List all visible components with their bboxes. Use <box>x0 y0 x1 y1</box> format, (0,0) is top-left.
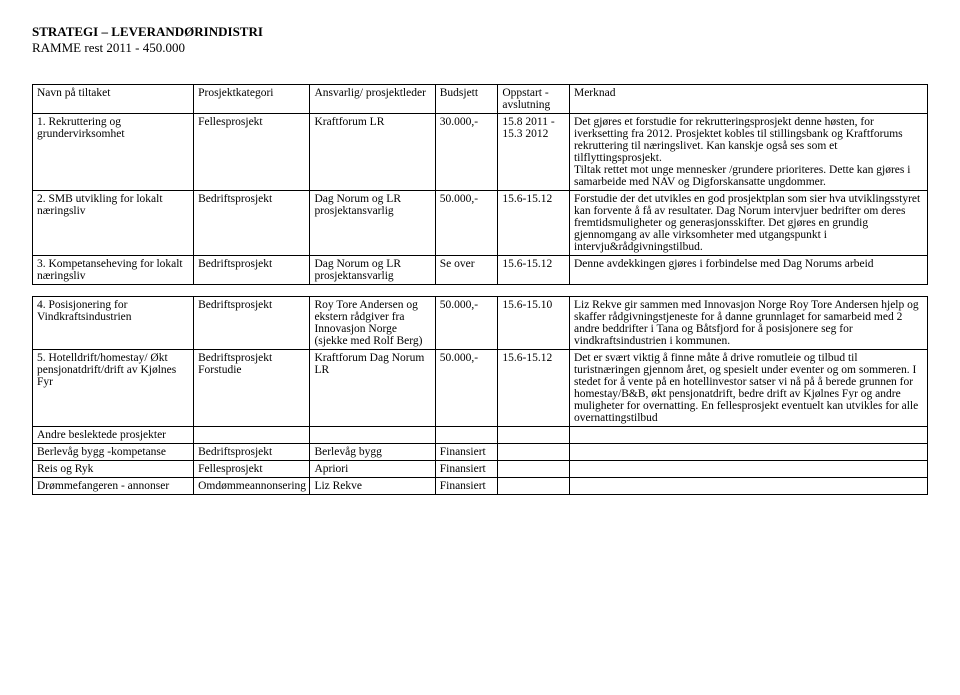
col-header: Ansvarlig/ prosjektleder <box>310 85 435 114</box>
col-header: Navn på tiltaket <box>33 85 194 114</box>
cell <box>569 461 927 478</box>
cell: Liz Rekve gir sammen med Innovasjon Norg… <box>569 297 927 350</box>
cell: Bedriftsprosjekt <box>194 444 310 461</box>
cell: Andre beslektede prosjekter <box>33 427 194 444</box>
cell <box>498 478 570 495</box>
cell: 15.6-15.12 <box>498 256 570 285</box>
page-title: STRATEGI – LEVERANDØRINDISTRI <box>32 24 928 40</box>
cell: Berlevåg bygg -kompetanse <box>33 444 194 461</box>
table-row: Berlevåg bygg -kompetanse Bedriftsprosje… <box>33 444 928 461</box>
cell: Liz Rekve <box>310 478 435 495</box>
cell <box>498 444 570 461</box>
cell: 50.000,- <box>435 191 498 256</box>
cell: Forstudie der det utvikles en god prosje… <box>569 191 927 256</box>
cell: Omdømmeannonsering <box>194 478 310 495</box>
cell: Reis og Ryk <box>33 461 194 478</box>
cell: 15.6-15.12 <box>498 350 570 427</box>
table-spacer <box>33 285 928 297</box>
cell: Bedriftsprosjekt <box>194 191 310 256</box>
cell <box>194 427 310 444</box>
cell: Fellesprosjekt <box>194 461 310 478</box>
cell: 15.8 2011 - 15.3 2012 <box>498 114 570 191</box>
page-subtitle: RAMME rest 2011 - 450.000 <box>32 40 928 56</box>
cell <box>435 427 498 444</box>
table-header-row: Navn på tiltaket Prosjektkategori Ansvar… <box>33 85 928 114</box>
col-header: Prosjektkategori <box>194 85 310 114</box>
cell <box>310 427 435 444</box>
col-header: Merknad <box>569 85 927 114</box>
cell: Se over <box>435 256 498 285</box>
cell: Bedriftsprosjekt Forstudie <box>194 350 310 427</box>
cell: Bedriftsprosjekt <box>194 297 310 350</box>
table-row: Drømmefangeren - annonser Omdømmeannonse… <box>33 478 928 495</box>
cell: Finansiert <box>435 478 498 495</box>
cell: Bedriftsprosjekt <box>194 256 310 285</box>
cell: 15.6-15.10 <box>498 297 570 350</box>
cell: Kraftforum Dag Norum LR <box>310 350 435 427</box>
cell: 3. Kompetanseheving for lokalt næringsli… <box>33 256 194 285</box>
cell: Finansiert <box>435 444 498 461</box>
cell: Det gjøres et forstudie for rekruttering… <box>569 114 927 191</box>
cell: Dag Norum og LR prosjektansvarlig <box>310 191 435 256</box>
cell: Drømmefangeren - annonser <box>33 478 194 495</box>
cell: Finansiert <box>435 461 498 478</box>
projects-table: Navn på tiltaket Prosjektkategori Ansvar… <box>32 84 928 495</box>
cell: 50.000,- <box>435 350 498 427</box>
cell: Kraftforum LR <box>310 114 435 191</box>
table-row: 2. SMB utvikling for lokalt næringsliv B… <box>33 191 928 256</box>
cell: Apriori <box>310 461 435 478</box>
col-header: Budsjett <box>435 85 498 114</box>
cell: Fellesprosjekt <box>194 114 310 191</box>
cell: Det er svært viktig å finne måte å drive… <box>569 350 927 427</box>
cell: Dag Norum og LR prosjektansvarlig <box>310 256 435 285</box>
cell: 30.000,- <box>435 114 498 191</box>
col-header: Oppstart - avslutning <box>498 85 570 114</box>
cell: Denne avdekkingen gjøres i forbindelse m… <box>569 256 927 285</box>
cell: 5. Hotelldrift/homestay/ Økt pensjonatdr… <box>33 350 194 427</box>
cell: 15.6-15.12 <box>498 191 570 256</box>
cell: 50.000,- <box>435 297 498 350</box>
table-row: Andre beslektede prosjekter <box>33 427 928 444</box>
cell: 2. SMB utvikling for lokalt næringsliv <box>33 191 194 256</box>
table-row: 4. Posisjonering for Vindkraftsindustrie… <box>33 297 928 350</box>
table-row: 1. Rekruttering og grundervirksomhet Fel… <box>33 114 928 191</box>
cell <box>498 427 570 444</box>
cell: Roy Tore Andersen og ekstern rådgiver fr… <box>310 297 435 350</box>
cell: 1. Rekruttering og grundervirksomhet <box>33 114 194 191</box>
table-row: 5. Hotelldrift/homestay/ Økt pensjonatdr… <box>33 350 928 427</box>
cell <box>569 444 927 461</box>
table-row: 3. Kompetanseheving for lokalt næringsli… <box>33 256 928 285</box>
table-row: Reis og Ryk Fellesprosjekt Apriori Finan… <box>33 461 928 478</box>
cell: Berlevåg bygg <box>310 444 435 461</box>
cell <box>569 478 927 495</box>
cell: 4. Posisjonering for Vindkraftsindustrie… <box>33 297 194 350</box>
cell <box>569 427 927 444</box>
cell <box>498 461 570 478</box>
